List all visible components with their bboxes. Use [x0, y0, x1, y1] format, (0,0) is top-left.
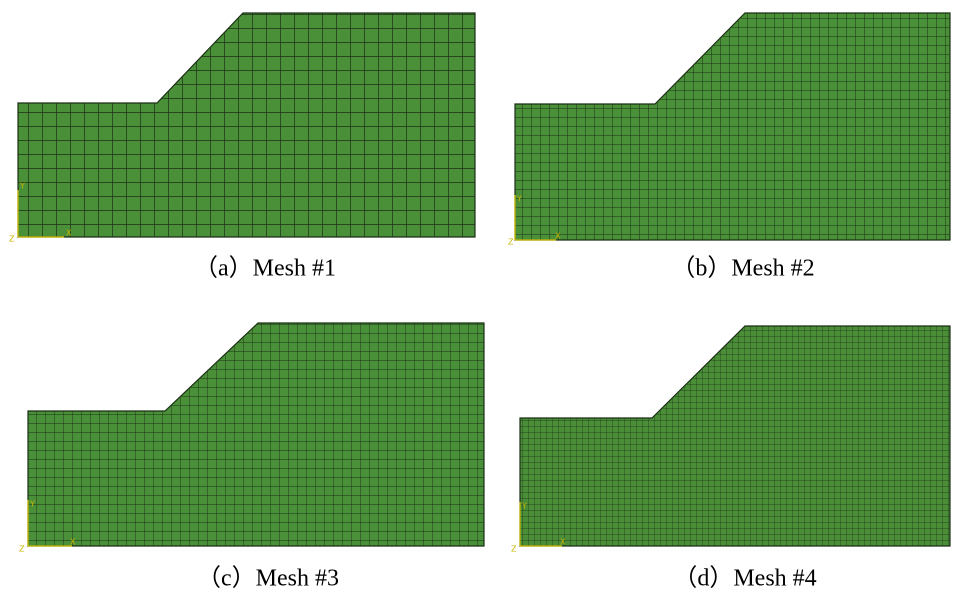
- panel-a: Y X Z （a）Mesh #1: [9, 13, 475, 282]
- axis-label: X: [70, 538, 76, 547]
- axis-label: Y: [516, 195, 522, 204]
- caption: （a）Mesh #1: [194, 256, 336, 282]
- axis-label: Z: [508, 238, 514, 247]
- axis-label: Y: [19, 182, 25, 191]
- axis-label: Z: [511, 545, 517, 554]
- axis-label: Y: [521, 502, 527, 511]
- axis-label: X: [66, 229, 72, 238]
- mesh: [18, 13, 475, 237]
- mesh: [520, 326, 950, 546]
- mesh: [28, 323, 484, 546]
- caption: （d）Mesh #4: [673, 566, 816, 592]
- axis-label: X: [555, 232, 561, 241]
- caption: （c）Mesh #3: [197, 566, 339, 592]
- caption: （b）Mesh #2: [671, 256, 814, 282]
- axis-label: X: [560, 538, 566, 547]
- mesh: [515, 13, 950, 240]
- axis-label: Z: [9, 235, 15, 244]
- axis-label: Z: [19, 545, 25, 554]
- axis-label: Y: [29, 500, 35, 509]
- panel-d: Y X Z （d）Mesh #4: [511, 326, 950, 592]
- panel-c: Y X Z （c）Mesh #3: [19, 323, 484, 592]
- figure: Y X Z （a）Mesh #1 Y X Z （b）Mesh #2 Y X Z …: [0, 0, 964, 595]
- panel-b: Y X Z （b）Mesh #2: [508, 13, 950, 282]
